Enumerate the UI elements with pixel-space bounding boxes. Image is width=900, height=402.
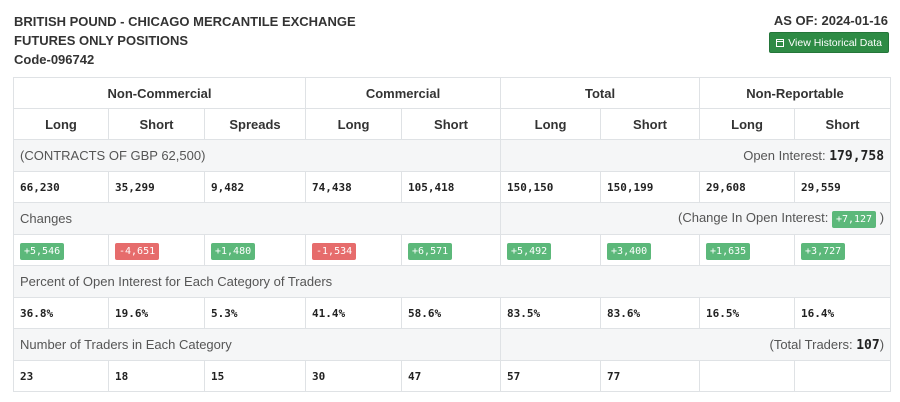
group-total: Total [500,77,701,109]
view-historical-data-button[interactable]: View Historical Data [769,32,889,53]
contracts-values-row: 66,230 35,299 9,482 74,438 105,418 150,1… [13,171,892,203]
table-cell: 29,559 [794,171,892,203]
title-line-1: BRITISH POUND - CHICAGO MERCANTILE EXCHA… [14,14,356,29]
change-badge: +5,492 [507,242,552,260]
col-nc-short: Short [108,108,205,140]
contracts-label: (CONTRACTS OF GBP 62,500) [12,139,502,172]
group-header-row: Non-Commercial Commercial Total Non-Repo… [12,77,892,109]
change-badge: +1,635 [706,242,751,260]
group-non-reportable: Non-Reportable [699,77,892,109]
oi-change-prefix: (Change In Open Interest: [678,209,829,225]
oi-change-suffix: ) [879,209,885,225]
table-cell: 23 [13,360,109,392]
view-historical-data-label: View Historical Data [788,36,882,49]
total-traders-suffix: ) [879,336,885,352]
as-of-date: AS OF: 2024-01-16 [773,13,888,28]
col-c-long: Long [305,108,403,140]
percent-label: Percent of Open Interest for Each Catego… [12,265,892,298]
percent-values-row: 36.8% 19.6% 5.3% 41.4% 58.6% 83.5% 83.6%… [13,297,892,329]
calendar-icon [776,38,785,47]
change-badge: +5,546 [20,242,65,260]
changes-values-row: +5,546 -4,651 +1,480 -1,534 +6,571 +5,49… [13,234,892,266]
report-code: Code-096742 [14,52,95,67]
group-non-commercial: Non-Commercial [12,77,307,109]
col-nr-long: Long [699,108,796,140]
table-cell: 83.5% [500,297,602,329]
col-nc-spreads: Spreads [203,108,307,140]
change-badge: +3,400 [607,242,652,260]
report-title: BRITISH POUND - CHICAGO MERCANTILE EXCHA… [14,12,356,69]
table-cell: 15 [203,360,307,392]
table-cell: 9,482 [203,171,307,203]
change-badge: -4,651 [115,242,160,260]
table-cell: 29,608 [699,171,796,203]
table-cell: 58.6% [401,297,502,329]
changes-label: Changes [12,202,502,235]
col-t-short: Short [600,108,701,140]
table-cell: 105,418 [401,171,502,203]
title-line-2: FUTURES ONLY POSITIONS [14,33,189,48]
traders-values-row: 23 18 15 30 47 57 77 [13,360,892,392]
oi-change-badge: +7,127 [831,210,877,228]
traders-label: Number of Traders in Each Category [12,328,502,361]
table-cell: 19.6% [108,297,205,329]
table-cell: 16.5% [699,297,796,329]
table-cell: 150,150 [500,171,602,203]
col-nr-short: Short [794,108,892,140]
report-header: BRITISH POUND - CHICAGO MERCANTILE EXCHA… [0,0,900,76]
col-c-short: Short [401,108,502,140]
table-cell: 16.4% [794,297,892,329]
total-traders-prefix: (Total Traders: [769,336,853,352]
total-traders-value: 107 [856,337,880,353]
change-badge: +6,571 [408,242,453,260]
column-header-row: Long Short Spreads Long Short Long Short… [13,108,892,140]
cot-positions-table: Non-Commercial Commercial Total Non-Repo… [12,77,892,392]
total-traders: (Total Traders: 107) [500,328,892,361]
table-cell: 41.4% [305,297,403,329]
table-cell: 83.6% [600,297,701,329]
change-badge: -1,534 [312,242,357,260]
table-cell [794,360,892,392]
change-badge: +1,480 [211,242,256,260]
table-cell: 77 [600,360,701,392]
open-interest-value: 179,758 [829,148,885,164]
traders-section-row: Number of Traders in Each Category (Tota… [12,328,892,361]
contracts-section-row: (CONTRACTS OF GBP 62,500) Open Interest:… [12,139,892,172]
percent-section-row: Percent of Open Interest for Each Catego… [12,265,892,298]
changes-section-row: Changes (Change In Open Interest: +7,127… [12,202,892,235]
table-cell: 150,199 [600,171,701,203]
col-t-long: Long [500,108,602,140]
table-cell: 66,230 [13,171,109,203]
col-nc-long: Long [13,108,109,140]
table-cell: 30 [305,360,403,392]
table-cell: 18 [108,360,205,392]
table-cell: 57 [500,360,602,392]
table-cell [699,360,796,392]
change-badge: +3,727 [801,242,846,260]
open-interest-change: (Change In Open Interest: +7,127 ) [500,202,892,235]
open-interest: Open Interest: 179,758 [500,139,892,172]
open-interest-label: Open Interest: [743,147,826,163]
table-cell: 35,299 [108,171,205,203]
table-cell: 74,438 [305,171,403,203]
table-cell: 47 [401,360,502,392]
table-cell: 5.3% [203,297,307,329]
group-commercial: Commercial [305,77,502,109]
table-cell: 36.8% [13,297,109,329]
